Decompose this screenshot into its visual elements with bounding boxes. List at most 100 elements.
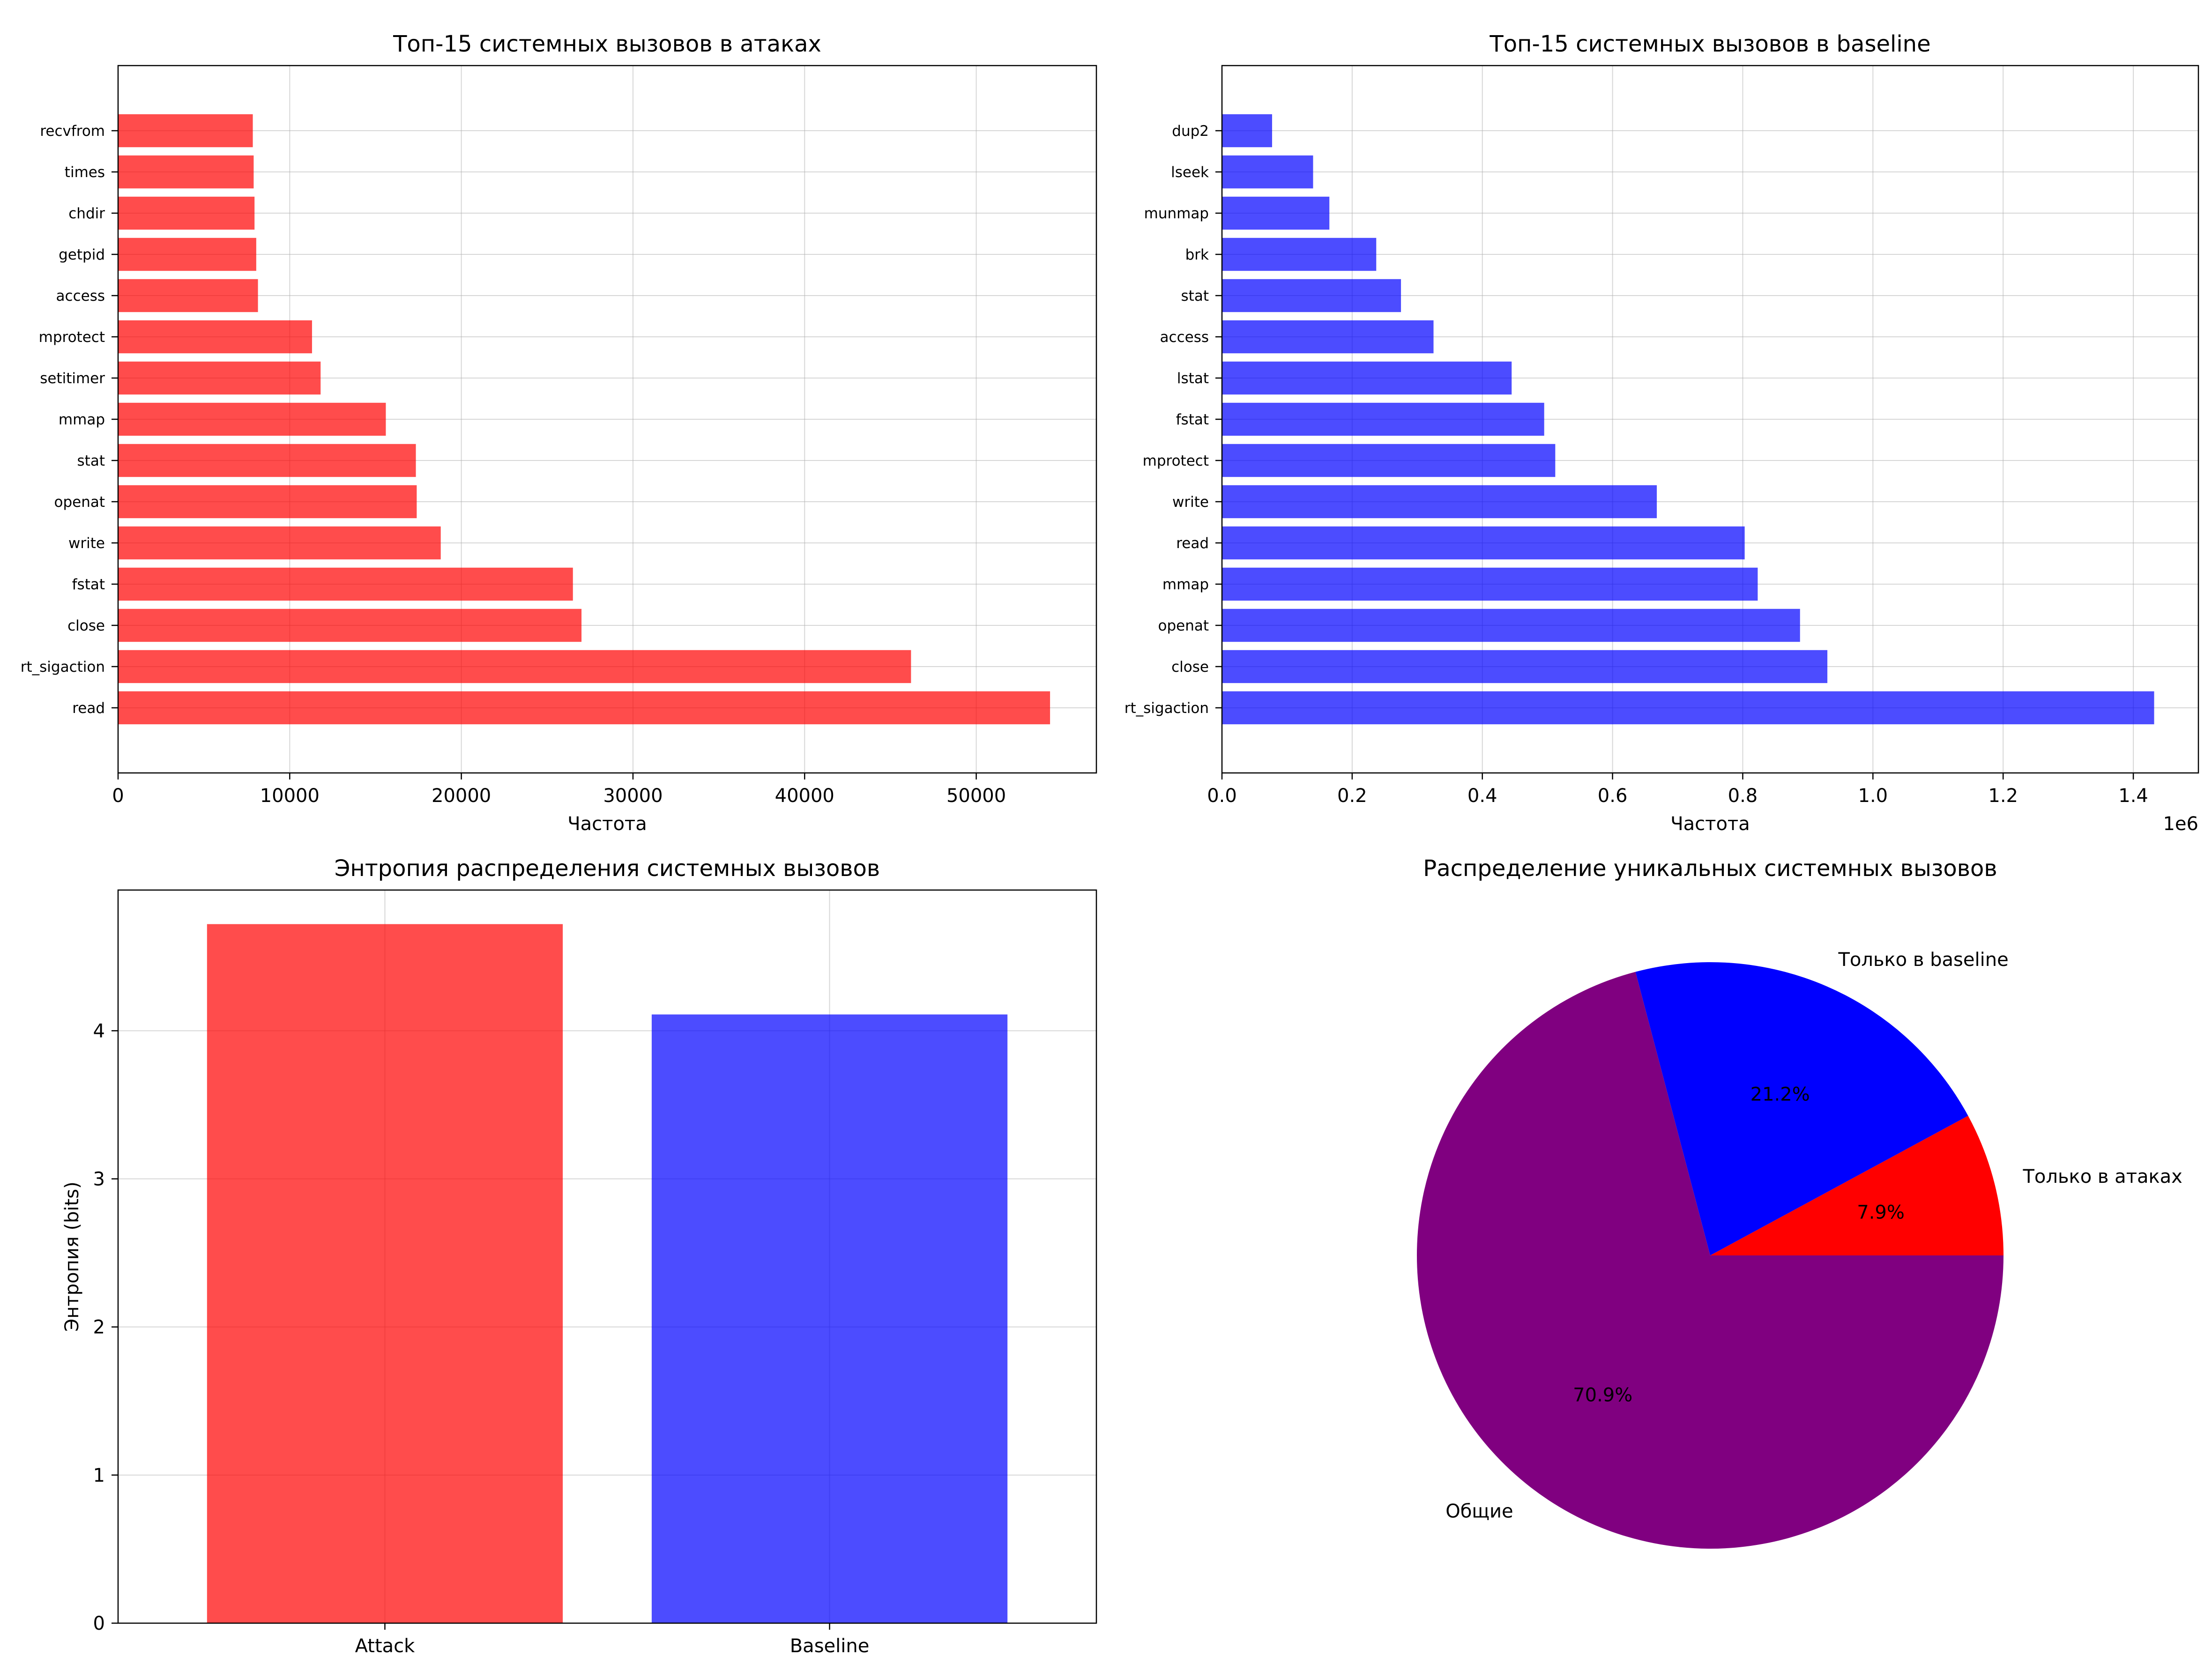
- x-tick-label: 1.0: [1858, 785, 1888, 807]
- chart-title: Распределение уникальных системных вызов…: [1423, 855, 1997, 882]
- bar-write: [118, 526, 441, 560]
- chart-title: Топ-15 системных вызовов в атаках: [393, 31, 821, 57]
- bar-close: [1222, 650, 1828, 683]
- chart-title: Топ-15 системных вызовов в baseline: [1489, 31, 1930, 57]
- y-tick-label-mprotect: mprotect: [39, 329, 105, 346]
- y-tick-label-fstat: fstat: [1176, 411, 1209, 428]
- axes-frame: [117, 889, 1097, 1624]
- pie-slice-label: Общие: [1445, 1500, 1513, 1522]
- y-tick-label-lseek: lseek: [1171, 164, 1209, 181]
- bar-mprotect: [1222, 444, 1556, 477]
- bar-access: [118, 279, 258, 312]
- panel-attack-top15: 0 10000 20000 30000 40000 50000 read rt_sigacti…: [21, 31, 1097, 835]
- bar-lseek: [1222, 155, 1313, 189]
- x-tick-label: 50000: [946, 785, 1006, 807]
- x-tick-label: 0.6: [1598, 785, 1628, 807]
- panel-unique-pie: 7.9% Только в атаках 21.2% Только в baselin…: [1416, 855, 2182, 1549]
- bar-write: [1222, 485, 1657, 519]
- bar-read: [1222, 526, 1745, 560]
- y-tick-label-openat: openat: [1158, 617, 1209, 634]
- panel-entropy: 0 1 2 3 4 Attack Baseline Энтропия распределени…: [61, 855, 1097, 1657]
- y-tick-label-times: times: [65, 164, 105, 181]
- bar-attack: [207, 924, 563, 1623]
- bar-lstat: [1222, 361, 1512, 395]
- bar-munmap: [1222, 196, 1330, 230]
- bar-fstat: [1222, 402, 1544, 436]
- bar-fstat: [118, 567, 573, 601]
- pie-slice-label: Только в baseline: [1838, 949, 2008, 971]
- pie-slice-label: Только в атаках: [2023, 1166, 2182, 1188]
- x-axis-label: Частота: [1670, 813, 1750, 835]
- y-tick-label: 2: [93, 1317, 105, 1338]
- bar-close: [118, 609, 582, 642]
- y-tick-label-access: access: [56, 288, 105, 304]
- y-tick-label-rt-sigaction: rt_sigaction: [1125, 700, 1209, 717]
- pie-pct-label: 21.2%: [1750, 1084, 1810, 1105]
- bar-mprotect: [118, 320, 312, 354]
- y-tick-label-brk: brk: [1185, 246, 1209, 263]
- y-axis-label: Энтропия (bits): [61, 1181, 83, 1331]
- x-tick-label: 1.2: [1988, 785, 2018, 807]
- y-tick-label-chdir: chdir: [68, 205, 105, 222]
- x-tick-label: 0.8: [1728, 785, 1758, 807]
- y-tick-label-write: write: [1172, 494, 1209, 511]
- chart-title: Энтропия распределения системных вызовов: [335, 855, 880, 882]
- y-tick-label-rt-sigaction: rt_sigaction: [21, 659, 105, 675]
- bar-brk: [1222, 238, 1377, 271]
- pie-slice-baseline-only: [1635, 962, 1968, 1255]
- bar-openat: [1222, 609, 1800, 642]
- bar-dup2: [1222, 114, 1272, 148]
- bar-rt-sigaction: [118, 650, 911, 683]
- y-tick-label-munmap: munmap: [1144, 205, 1209, 222]
- y-tick-label: 4: [93, 1020, 105, 1042]
- y-tick-label: 1: [93, 1465, 105, 1486]
- y-tick-label-mmap: mmap: [59, 411, 105, 428]
- x-tick-label: 1.4: [2118, 785, 2148, 807]
- x-tick-label-baseline: Baseline: [790, 1635, 870, 1657]
- x-tick-label-attack: Attack: [355, 1635, 416, 1657]
- y-tick-label-read: read: [1176, 535, 1209, 552]
- y-tick-label-write: write: [68, 535, 105, 552]
- bar-stat: [118, 444, 416, 477]
- y-tick-label-stat: stat: [1181, 288, 1209, 304]
- pie-slice-common: [1416, 972, 2003, 1549]
- x-tick-label: 0.4: [1467, 785, 1497, 807]
- y-tick-label-dup2: dup2: [1172, 123, 1209, 140]
- bar-mmap: [1222, 567, 1758, 601]
- x-tick-label: 40000: [775, 785, 834, 807]
- bar-stat: [1222, 279, 1401, 312]
- pie-pct-label: 70.9%: [1573, 1385, 1632, 1406]
- y-tick-label: 3: [93, 1169, 105, 1190]
- panel-baseline-top15: 0.0 0.2 0.4 0.6 0.8 1.0 1.2 1.4 rt_sigaction clos…: [1125, 31, 2199, 835]
- x-tick-label: 30000: [603, 785, 663, 807]
- bar-chdir: [118, 196, 255, 230]
- bar-access: [1222, 320, 1434, 354]
- y-tick-label-fstat: fstat: [72, 576, 105, 593]
- y-tick-label-read: read: [72, 700, 105, 717]
- y-tick-label: 0: [93, 1613, 105, 1634]
- y-tick-label-getpid: getpid: [59, 246, 105, 263]
- x-tick-label: 0.2: [1337, 785, 1367, 807]
- bar-getpid: [118, 238, 256, 271]
- bar-times: [118, 155, 254, 189]
- pie-slice-attack-only: [1710, 1115, 2003, 1255]
- y-tick-label-openat: openat: [54, 494, 105, 511]
- y-tick-label-recvfrom: recvfrom: [40, 123, 105, 140]
- bar-setitimer: [118, 361, 321, 395]
- bar-openat: [118, 485, 417, 519]
- x-tick-label: 10000: [260, 785, 320, 807]
- pie-pct-label: 7.9%: [1857, 1202, 1905, 1224]
- y-tick-label-stat: stat: [77, 453, 105, 469]
- y-tick-label-close: close: [1171, 659, 1209, 675]
- y-tick-label-mmap: mmap: [1162, 576, 1209, 593]
- x-tick-label: 0: [112, 785, 124, 807]
- bar-mmap: [118, 402, 386, 436]
- x-axis-offset-label: 1e6: [2163, 813, 2198, 835]
- bar-baseline: [651, 1014, 1008, 1623]
- y-tick-label-close: close: [67, 617, 105, 634]
- bar-rt-sigaction: [1222, 691, 2154, 725]
- y-tick-label-setitimer: setitimer: [40, 370, 105, 387]
- y-tick-label-lstat: lstat: [1177, 370, 1209, 387]
- x-axis-label: Частота: [567, 813, 647, 835]
